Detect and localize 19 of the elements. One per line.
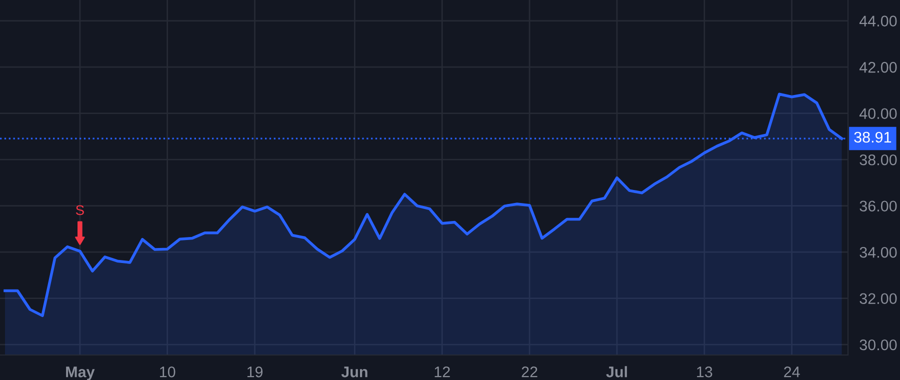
annotation: S	[76, 205, 84, 216]
x-tick-label: 10	[160, 366, 176, 378]
x-tick-label: 19	[247, 366, 263, 378]
x-tick-label: 24	[784, 366, 800, 378]
y-tick-label: 42.00	[859, 62, 897, 73]
y-tick-label: 32.00	[860, 293, 897, 304]
y-tick-label: 40.00	[859, 108, 897, 120]
y-tick-label: 38.00	[860, 154, 897, 166]
x-tick-label: Jul	[606, 366, 627, 378]
y-tick-label: 30.00	[860, 339, 897, 350]
y-tick-label: 44.00	[859, 16, 897, 26]
x-tick-label: May	[66, 366, 95, 380]
ref-line-label: 38.91	[854, 132, 892, 143]
y-tick-label: 34.00	[860, 246, 897, 258]
x-tick-label: Jun	[341, 366, 368, 378]
y-tick-label: 36.00	[860, 200, 897, 212]
x-tick-label: 12	[434, 366, 450, 378]
x-tick-label: 22	[522, 366, 538, 378]
x-tick-label: 13	[697, 366, 712, 378]
